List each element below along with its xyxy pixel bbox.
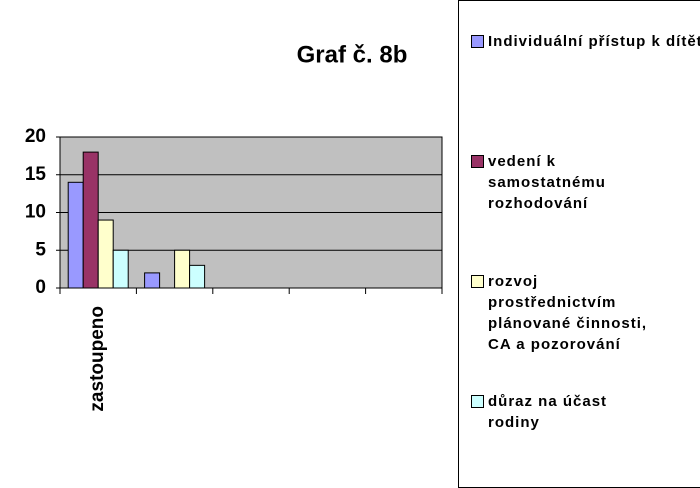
legend: Individuální přístup k dítěti vedení k sa… <box>458 0 700 488</box>
bar <box>112 249 129 289</box>
legend-key <box>471 395 484 408</box>
legend-label: vedení k samostatnému rozhodování <box>488 153 606 212</box>
y-tick-label: 20 <box>25 126 46 147</box>
y-tick-label: 0 <box>35 277 46 298</box>
bar <box>174 249 191 289</box>
y-tick-label: 5 <box>35 239 46 260</box>
y-tick-label: 15 <box>25 164 47 185</box>
bar <box>189 264 206 289</box>
legend-key <box>471 35 484 48</box>
bar <box>144 272 161 289</box>
bar <box>97 219 114 289</box>
legend-key <box>471 155 484 168</box>
legend-label: Individuální přístup k dítěti <box>488 33 700 50</box>
legend-label: rozvoj prostřednictvím plánované činnost… <box>488 273 648 353</box>
chart: Graf č. 8b 0 5 10 15 20 zastoupeno <box>25 41 443 412</box>
legend-label: důraz na účast rodiny <box>488 393 608 431</box>
chart-title: Graf č. 8b <box>297 41 408 68</box>
legend-key <box>471 275 484 288</box>
x-tick-label: zastoupeno <box>87 306 108 412</box>
y-tick-label: 10 <box>25 202 46 223</box>
bar <box>67 181 84 289</box>
bar <box>82 151 99 289</box>
